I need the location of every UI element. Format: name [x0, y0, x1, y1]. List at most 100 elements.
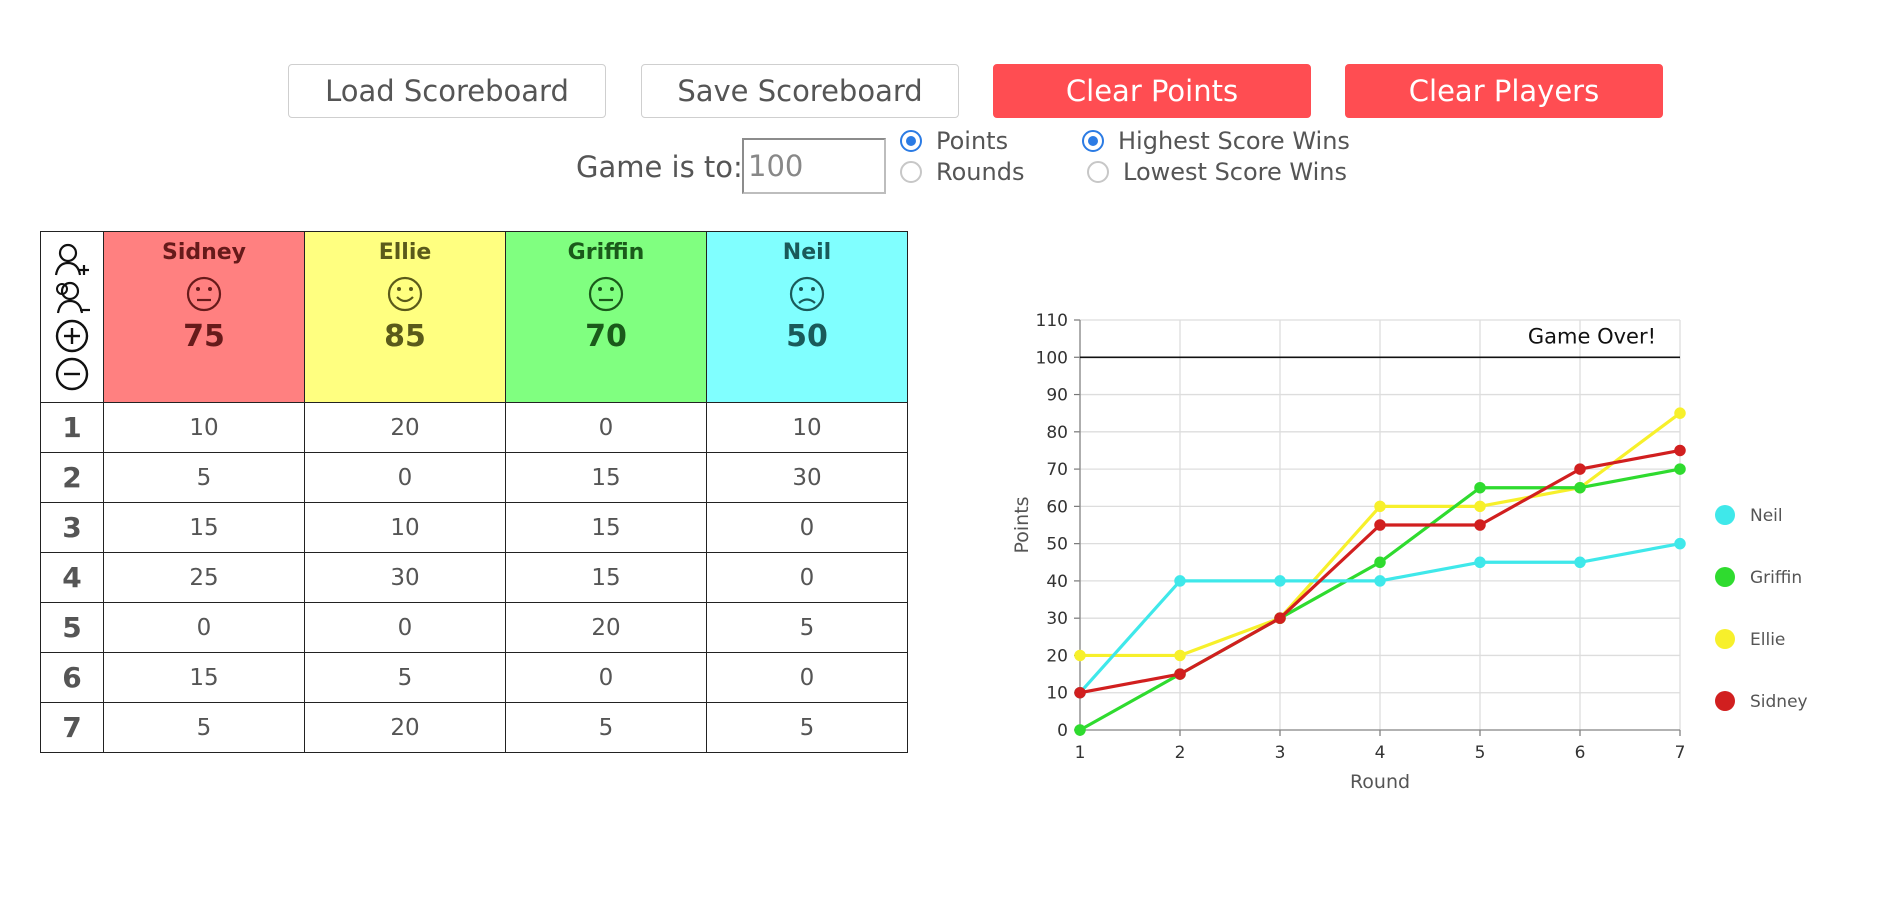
data-point-griffin[interactable] — [1074, 724, 1086, 736]
table-actions-cell — [40, 231, 104, 403]
data-point-griffin[interactable] — [1374, 556, 1386, 569]
player-name[interactable]: Ellie — [378, 240, 432, 265]
remove-round-icon[interactable] — [52, 355, 92, 393]
points-cell[interactable]: 15 — [505, 552, 707, 603]
legend-swatch-griffin[interactable] — [1715, 567, 1735, 587]
y-axis-label: Points — [1011, 496, 1033, 553]
player-total: 70 — [585, 319, 627, 354]
win-highest-radio[interactable]: Highest Score Wins — [1082, 127, 1350, 155]
points-cell[interactable]: 0 — [706, 502, 908, 553]
game-goal-input[interactable] — [742, 138, 886, 194]
points-cell[interactable]: 30 — [304, 552, 506, 603]
add-player-icon[interactable] — [52, 241, 92, 279]
data-point-sidney[interactable] — [1074, 686, 1086, 699]
x-axis-label: Round — [1350, 771, 1410, 793]
win-lowest-label: Lowest Score Wins — [1123, 158, 1348, 186]
points-cell[interactable]: 15 — [505, 502, 707, 553]
data-point-griffin[interactable] — [1674, 463, 1686, 475]
round-number: 4 — [40, 552, 104, 603]
data-point-ellie[interactable] — [1174, 649, 1186, 662]
points-cell[interactable]: 25 — [103, 552, 305, 603]
mode-rounds-radio[interactable]: Rounds — [900, 158, 1024, 186]
data-point-ellie[interactable] — [1674, 407, 1686, 419]
points-cell[interactable]: 0 — [505, 402, 707, 453]
data-point-sidney[interactable] — [1374, 519, 1386, 531]
points-cell[interactable]: 5 — [103, 452, 305, 503]
points-cell[interactable]: 5 — [103, 702, 305, 753]
table-row: 1 10 20 0 10 — [40, 402, 908, 453]
data-point-neil[interactable] — [1174, 575, 1186, 587]
data-point-neil[interactable] — [1674, 537, 1686, 550]
data-point-sidney[interactable] — [1274, 612, 1286, 624]
data-point-griffin[interactable] — [1574, 481, 1586, 494]
points-cell[interactable]: 10 — [103, 402, 305, 453]
player-name[interactable]: Neil — [782, 240, 832, 265]
scoreboard-table: Sidney 75 Ellie 85 Griffin 70 Neil 50 1 10 20 0 10 2… — [40, 231, 908, 753]
clear-players-button[interactable]: Clear Players — [1345, 64, 1663, 118]
points-cell[interactable]: 5 — [706, 602, 908, 653]
points-cell[interactable]: 5 — [304, 652, 506, 703]
y-tick-label: 50 — [1046, 535, 1068, 555]
points-cell[interactable]: 5 — [706, 702, 908, 753]
data-point-sidney[interactable] — [1474, 519, 1486, 531]
legend-label[interactable]: Griffin — [1750, 568, 1802, 588]
data-point-ellie[interactable] — [1474, 500, 1486, 513]
neutral-face-icon — [186, 276, 222, 312]
points-cell[interactable]: 15 — [505, 452, 707, 503]
points-cell[interactable]: 20 — [505, 602, 707, 653]
player-header-sidney[interactable]: Sidney 75 — [103, 231, 305, 403]
legend-label[interactable]: Neil — [1750, 506, 1783, 526]
player-header-neil[interactable]: Neil 50 — [706, 231, 908, 403]
clear-points-button[interactable]: Clear Points — [993, 64, 1311, 118]
points-cell[interactable]: 0 — [304, 452, 506, 503]
points-cell[interactable]: 20 — [304, 402, 506, 453]
points-cell[interactable]: 10 — [304, 502, 506, 553]
data-point-griffin[interactable] — [1474, 481, 1486, 494]
data-point-neil[interactable] — [1474, 556, 1486, 569]
legend-label[interactable]: Ellie — [1750, 630, 1785, 650]
x-tick-label: 7 — [1675, 743, 1686, 763]
win-lowest-radio[interactable]: Lowest Score Wins — [1087, 158, 1347, 186]
data-point-neil[interactable] — [1274, 575, 1286, 587]
player-header-row: Sidney 75 Ellie 85 Griffin 70 Neil 50 — [40, 231, 908, 403]
data-point-sidney[interactable] — [1674, 444, 1686, 457]
points-cell[interactable]: 5 — [505, 702, 707, 753]
mode-points-radio[interactable]: Points — [900, 127, 1008, 155]
player-name[interactable]: Griffin — [567, 240, 645, 265]
data-point-ellie[interactable] — [1374, 500, 1386, 513]
y-tick-label: 80 — [1046, 423, 1068, 443]
points-cell[interactable]: 20 — [304, 702, 506, 753]
legend-swatch-ellie[interactable] — [1715, 629, 1735, 649]
radio-selected-icon — [900, 130, 922, 152]
smile-face-icon — [387, 276, 423, 312]
player-header-ellie[interactable]: Ellie 85 — [304, 231, 506, 403]
save-scoreboard-button[interactable]: Save Scoreboard — [641, 64, 959, 118]
legend-label[interactable]: Sidney — [1750, 692, 1808, 712]
remove-player-icon[interactable] — [52, 279, 92, 317]
points-cell[interactable]: 0 — [706, 652, 908, 703]
points-cell[interactable]: 0 — [304, 602, 506, 653]
game-goal-label: Game is to: — [576, 150, 743, 184]
points-cell[interactable]: 30 — [706, 452, 908, 503]
legend-swatch-neil[interactable] — [1715, 505, 1735, 525]
data-point-sidney[interactable] — [1574, 463, 1586, 475]
points-cell[interactable]: 15 — [103, 502, 305, 553]
legend-swatch-sidney[interactable] — [1715, 691, 1735, 711]
player-name[interactable]: Sidney — [161, 240, 247, 265]
y-tick-label: 10 — [1046, 684, 1068, 704]
table-row: 4 25 30 15 0 — [40, 552, 908, 603]
data-point-neil[interactable] — [1574, 556, 1586, 569]
data-point-neil[interactable] — [1374, 575, 1386, 587]
points-cell[interactable]: 0 — [505, 652, 707, 703]
load-scoreboard-button[interactable]: Load Scoreboard — [288, 64, 606, 118]
points-cell[interactable]: 0 — [103, 602, 305, 653]
player-header-griffin[interactable]: Griffin 70 — [505, 231, 707, 403]
data-point-sidney[interactable] — [1174, 668, 1186, 680]
table-row: 7 5 20 5 5 — [40, 702, 908, 753]
points-cell[interactable]: 10 — [706, 402, 908, 453]
points-cell[interactable]: 0 — [706, 552, 908, 603]
y-tick-label: 110 — [1036, 311, 1068, 331]
add-round-icon[interactable] — [52, 317, 92, 355]
points-cell[interactable]: 15 — [103, 652, 305, 703]
data-point-ellie[interactable] — [1074, 649, 1086, 662]
